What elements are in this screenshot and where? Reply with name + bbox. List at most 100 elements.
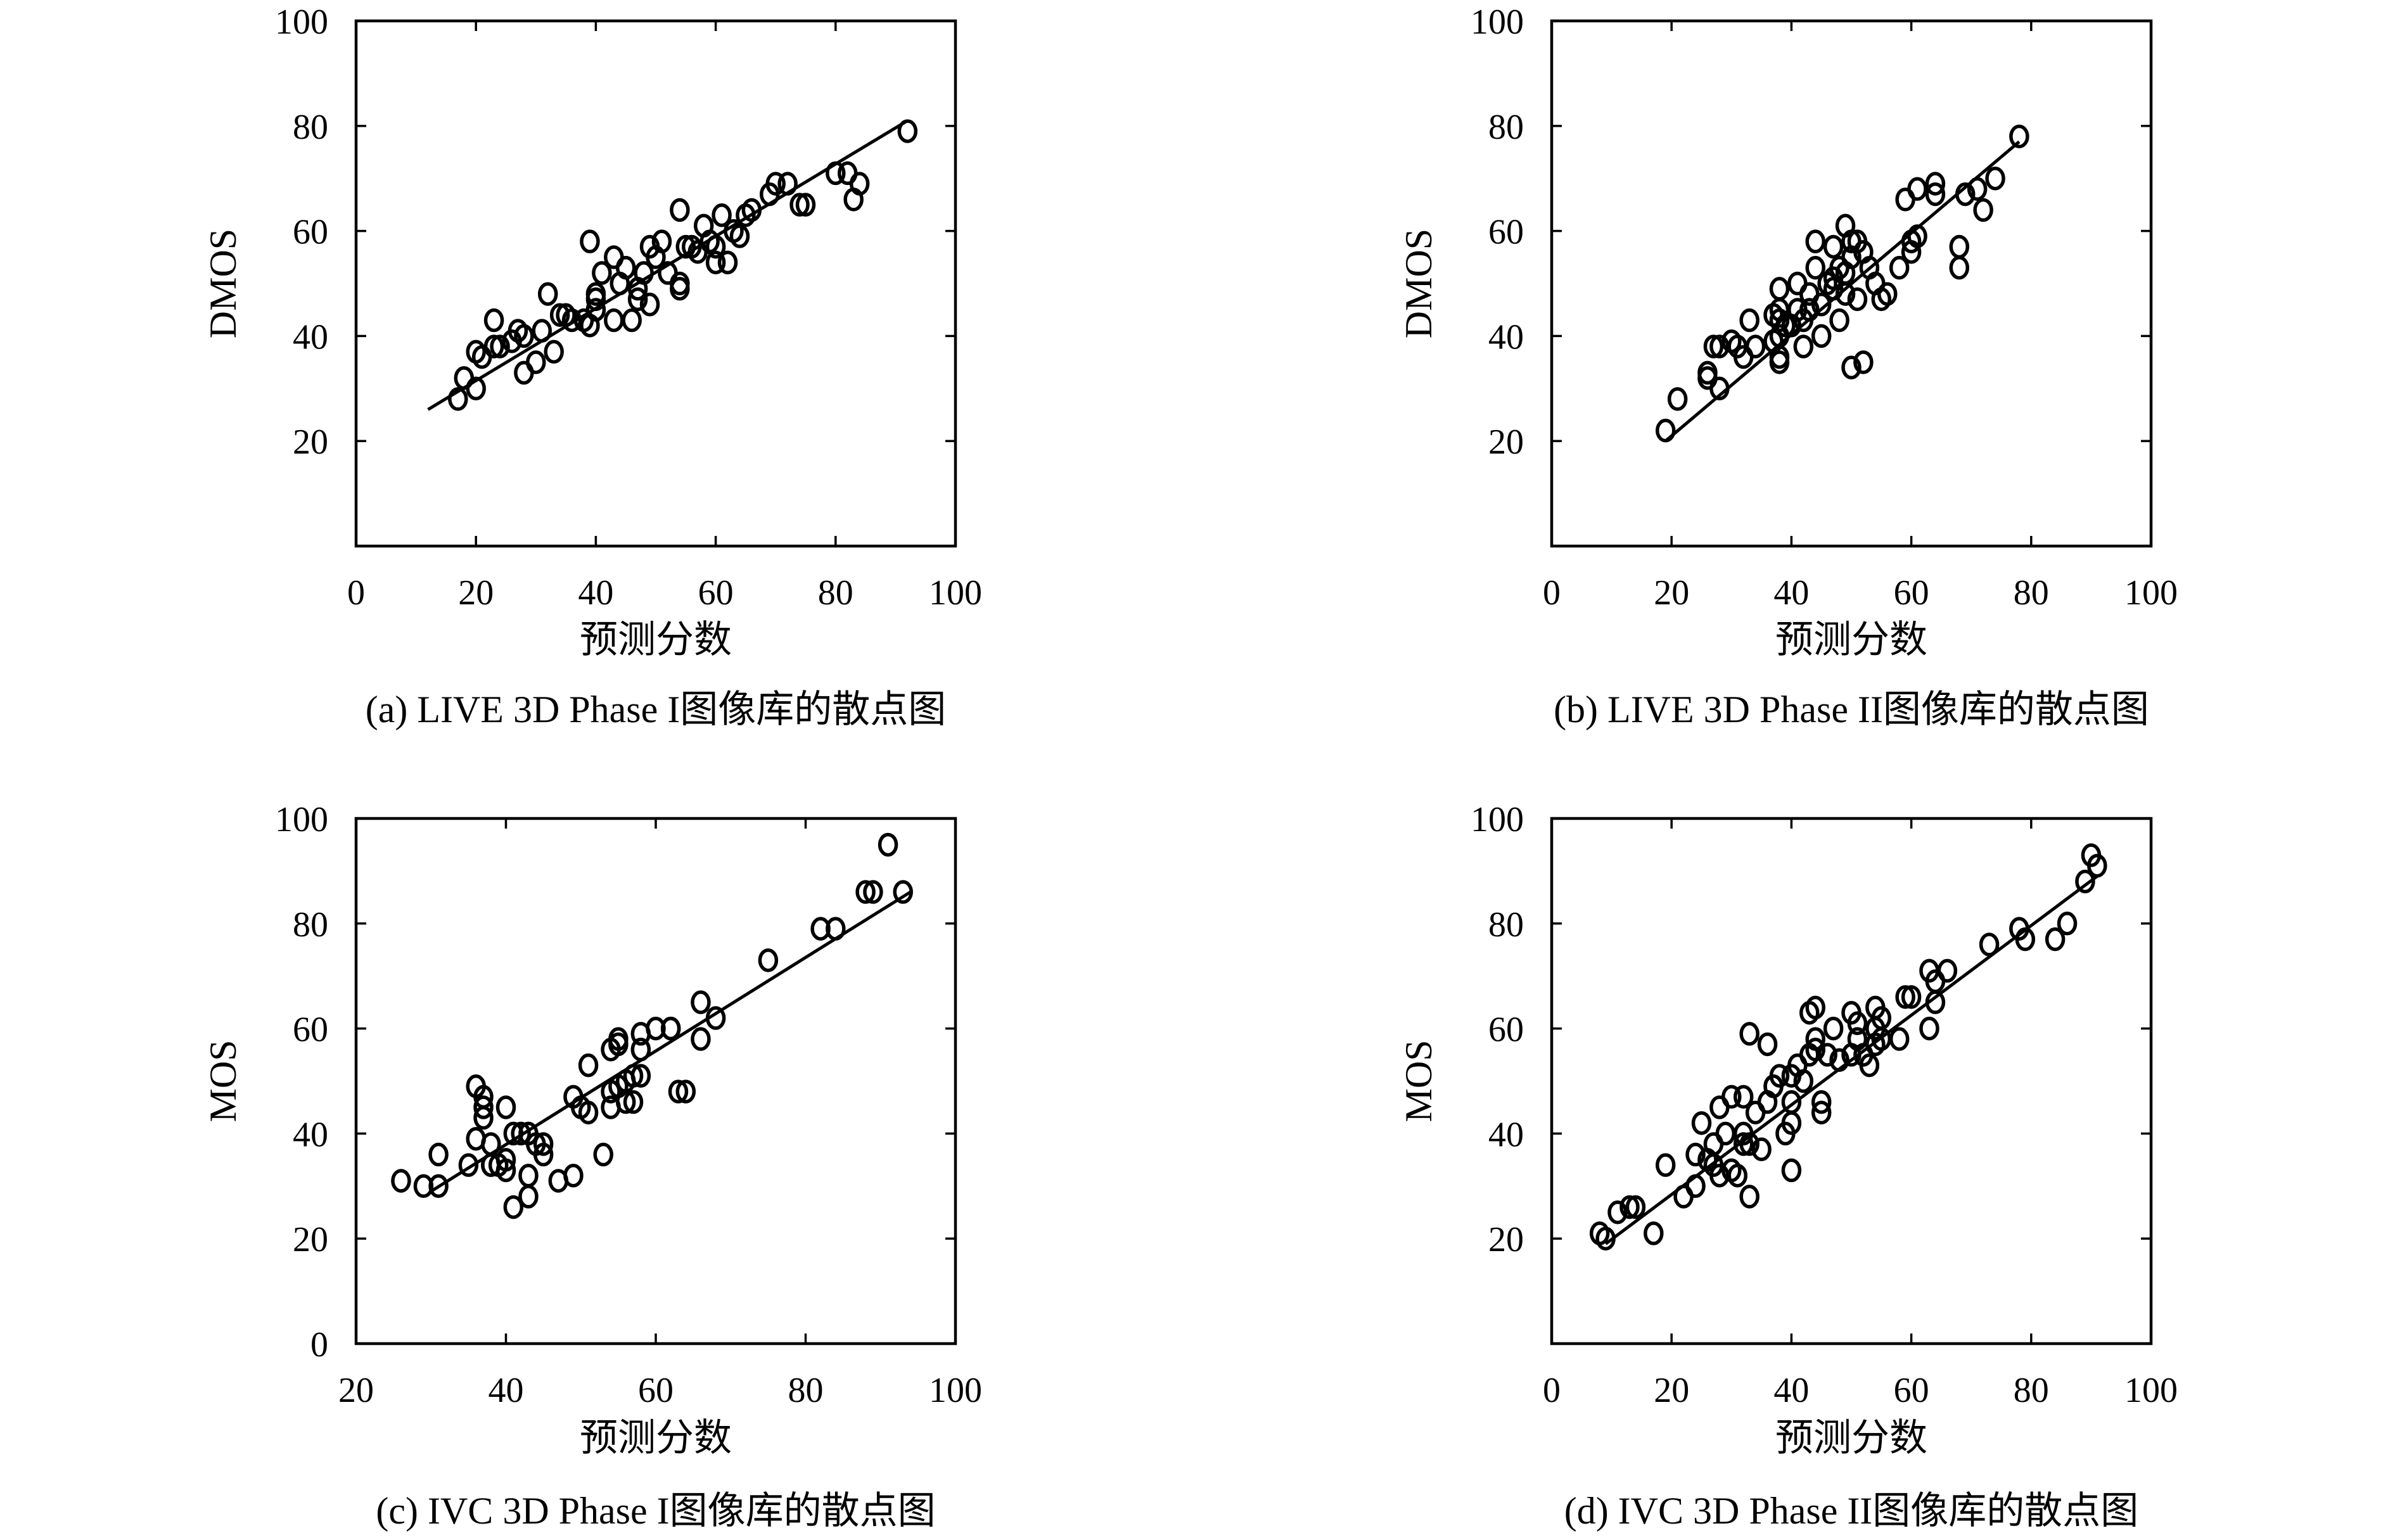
data-point (1949, 234, 1970, 259)
data-point (826, 917, 846, 941)
data-point (849, 172, 870, 196)
data-point (490, 334, 510, 359)
y-tick-label: 60 (293, 213, 328, 252)
data-point (623, 1090, 644, 1114)
data-point (630, 1038, 651, 1062)
panel-c: 20 40 60 80 100 0 20 40 60 80 100 预测分数 MOS (c) IVC 3D… (202, 800, 982, 1532)
x-tick-label: 40 (1773, 1371, 1809, 1410)
data-point (1811, 1100, 1832, 1124)
plot-frame (354, 19, 957, 548)
data-point (1793, 1069, 1814, 1093)
data-point (1721, 1085, 1742, 1109)
data-point (1733, 1085, 1754, 1109)
data-point (2009, 124, 2029, 149)
data-point (585, 282, 606, 306)
data-point (1823, 234, 1844, 259)
data-point (1769, 1064, 1790, 1088)
x-tick-label: 100 (929, 573, 982, 613)
data-point (1847, 287, 1868, 312)
x-axis-label: 预测分数 (1775, 619, 1927, 661)
data-point (1901, 985, 1922, 1009)
data-point (691, 990, 711, 1014)
data-point (1823, 277, 1844, 301)
data-point (1895, 985, 1915, 1009)
data-point (1925, 990, 1946, 1014)
data-point (1703, 334, 1724, 359)
data-point (758, 948, 779, 972)
y-tick-label: 80 (1488, 905, 1524, 945)
y-tick-label: 20 (293, 1220, 328, 1259)
x-tick-label: 100 (2124, 1371, 2178, 1410)
x-tick-label: 60 (698, 573, 734, 613)
y-axis-label: DMOS (1398, 229, 1440, 338)
panel-caption: (a) LIVE 3D Phase I图像库的散点图 (366, 689, 947, 730)
x-tick-label: 40 (489, 1371, 524, 1410)
data-point (458, 1153, 479, 1177)
data-point (1967, 177, 1988, 201)
data-point (592, 261, 612, 285)
data-point (537, 282, 558, 306)
data-point (1685, 1174, 1706, 1199)
data-point (777, 172, 798, 196)
x-axis-label: 预测分数 (580, 619, 732, 661)
data-point (1595, 1226, 1616, 1250)
data-point (826, 161, 846, 186)
data-point (1715, 1121, 1736, 1146)
data-point (1889, 255, 1910, 280)
y-tick-label: 0 (310, 1325, 328, 1365)
data-point (593, 1142, 613, 1167)
y-tick-label: 40 (1488, 1115, 1524, 1154)
data-point (1625, 1195, 1646, 1219)
data-point (675, 234, 696, 259)
data-point (578, 1100, 599, 1124)
data-point (473, 1105, 494, 1130)
data-point (1644, 1221, 1664, 1245)
data-point (561, 308, 582, 333)
data-point (448, 387, 468, 411)
data-point (622, 308, 642, 333)
data-point (2057, 912, 2078, 936)
plot-frame (1550, 19, 2153, 548)
x-tick-label: 60 (1894, 573, 1929, 613)
data-point (2075, 869, 2095, 894)
data-point (514, 324, 534, 348)
data-point (1811, 324, 1832, 348)
data-point (578, 1053, 599, 1078)
x-tick-label: 20 (1654, 1371, 1689, 1410)
data-point (741, 198, 762, 222)
data-point (503, 1195, 524, 1219)
data-point (1757, 1032, 1778, 1057)
x-tick-label: 80 (818, 573, 853, 613)
data-point (604, 308, 624, 333)
x-tick-label: 40 (578, 573, 613, 613)
data-point (1655, 1153, 1676, 1177)
data-point (717, 250, 738, 275)
data-point (1829, 308, 1849, 333)
data-point (627, 287, 648, 312)
data-point (1823, 1016, 1844, 1041)
data-point (1739, 1185, 1760, 1209)
y-axis-label: DMOS (202, 229, 244, 338)
data-point (705, 250, 726, 275)
y-tick-label: 20 (1488, 423, 1524, 462)
data-point (428, 1142, 449, 1167)
data-point (1781, 1158, 1802, 1183)
data-point (511, 1121, 531, 1146)
data-point (580, 229, 600, 253)
x-tick-label: 20 (458, 573, 494, 613)
data-point (1739, 1022, 1760, 1046)
data-point (1841, 355, 1862, 379)
plot-frame (1550, 817, 2153, 1346)
panel-caption: (d) IVC 3D Phase II图像库的散点图 (1564, 1490, 2139, 1532)
data-point (1907, 224, 1927, 248)
data-point (863, 880, 883, 904)
y-tick-label: 60 (293, 1010, 328, 1050)
data-point (789, 193, 810, 217)
data-point (1877, 282, 1898, 306)
y-tick-label: 100 (275, 800, 328, 839)
data-point (668, 1079, 689, 1104)
data-point (670, 198, 690, 222)
data-point (660, 1016, 681, 1041)
data-point (532, 319, 552, 343)
y-tick-label: 60 (1488, 1010, 1524, 1050)
